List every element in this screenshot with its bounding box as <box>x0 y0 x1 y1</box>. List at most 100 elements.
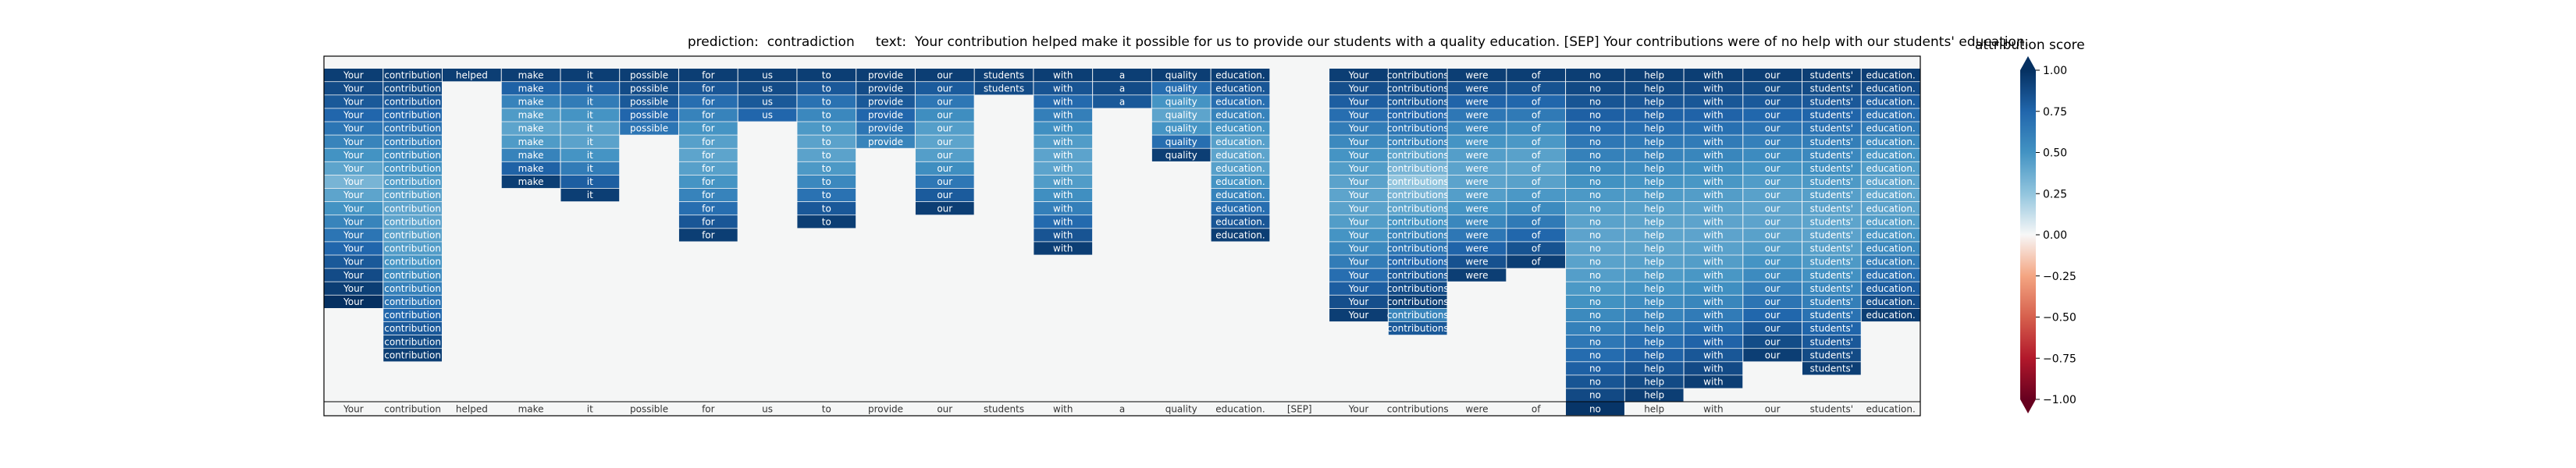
heatmap-cell <box>678 202 738 215</box>
cell-label: no <box>1589 310 1601 321</box>
heatmap-cell <box>738 69 797 82</box>
cell-label: contributions <box>1387 216 1449 227</box>
heatmap-cell <box>1034 215 1093 229</box>
cell-label: Your <box>343 69 364 80</box>
heatmap-cell <box>1388 122 1447 135</box>
cell-label: contribution <box>384 230 441 241</box>
heatmap-cell <box>324 188 383 202</box>
heatmap-cell <box>797 122 856 135</box>
cell-label: contributions <box>1387 69 1449 80</box>
cell-label: with <box>1703 176 1723 187</box>
cell-label: Your <box>343 283 364 294</box>
cell-label: Your <box>343 163 364 174</box>
heatmap-cell <box>1034 202 1093 215</box>
token-tick-label: education. <box>1866 403 1915 414</box>
cell-label: with <box>1053 83 1073 94</box>
heatmap-cell <box>1802 188 1861 202</box>
heatmap-cell <box>501 122 560 135</box>
heatmap-cell <box>560 82 620 95</box>
cell-label: it <box>587 136 593 147</box>
cell-label: contribution <box>384 110 441 121</box>
heatmap-cell <box>324 282 383 295</box>
cell-label: Your <box>343 230 364 241</box>
cell-label: Your <box>343 97 364 108</box>
cell-label: make <box>518 83 544 94</box>
heatmap-cell <box>1624 202 1684 215</box>
heatmap-cell <box>1566 321 1624 335</box>
cell-label: of <box>1532 136 1541 147</box>
heatmap-cell <box>1861 135 1920 148</box>
heatmap-cell <box>383 108 442 122</box>
text-value: Your contribution helped make it possibl… <box>914 34 2030 50</box>
cell-label: Your <box>343 270 364 281</box>
heatmap-cell <box>560 148 620 161</box>
cell-label: contributions <box>1387 110 1449 121</box>
cell-label: students' <box>1810 150 1853 161</box>
heatmap-cell <box>1447 242 1507 255</box>
heatmap-cell <box>1329 268 1388 282</box>
cell-label: no <box>1589 150 1601 161</box>
cell-label: possible <box>630 69 668 80</box>
heatmap-cell <box>383 69 442 82</box>
heatmap-cell <box>1802 308 1861 322</box>
cell-label: education. <box>1866 83 1915 94</box>
heatmap-cell <box>1329 135 1388 148</box>
cell-label: Your <box>1348 283 1369 294</box>
cell-label: education. <box>1866 136 1915 147</box>
colorbar-tick-label: 0.25 <box>2043 188 2067 200</box>
cell-label: of <box>1532 216 1541 227</box>
heatmap-cell <box>1743 161 1802 175</box>
cell-label: no <box>1589 136 1601 147</box>
heatmap-cell <box>856 122 915 135</box>
cell-label: education. <box>1866 230 1915 241</box>
heatmap-cell <box>383 188 442 202</box>
heatmap-cell <box>1034 175 1093 189</box>
heatmap-cell <box>1624 295 1684 308</box>
heatmap-cell <box>1684 161 1743 175</box>
cell-label: education. <box>1866 243 1915 254</box>
cell-label: students <box>984 83 1024 94</box>
cell-label: help <box>1644 377 1664 388</box>
heatmap-cell <box>1151 148 1211 161</box>
cell-label: quality <box>1165 83 1197 94</box>
heatmap-cell <box>324 69 383 82</box>
heatmap-cell <box>678 108 738 122</box>
heatmap-frame <box>323 55 1921 417</box>
cell-label: of <box>1532 83 1541 94</box>
cell-label: Your <box>1348 97 1369 108</box>
cell-label: with <box>1703 243 1723 254</box>
cell-label: contribution <box>384 310 441 321</box>
colorbar-gradient <box>2020 70 2036 399</box>
cell-label: help <box>1644 283 1664 294</box>
heatmap-cell <box>1861 308 1920 322</box>
cell-label: no <box>1589 377 1601 388</box>
cell-label: students' <box>1810 323 1853 334</box>
heatmap-cell <box>1684 335 1743 349</box>
heatmap-cell <box>1329 148 1388 161</box>
cell-label: make <box>518 69 544 80</box>
heatmap-cell <box>1624 69 1684 82</box>
heatmap-cell <box>620 122 678 135</box>
heatmap-cell <box>1684 321 1743 335</box>
cell-label: with <box>1703 163 1723 174</box>
heatmap-cell <box>560 95 620 108</box>
heatmap-cell <box>1861 229 1920 242</box>
cell-label: students' <box>1810 69 1853 80</box>
heatmap-cell <box>1624 108 1684 122</box>
heatmap-cell <box>856 69 915 82</box>
cell-label: Your <box>1348 176 1369 187</box>
cell-label: make <box>518 136 544 147</box>
cell-label: us <box>762 69 773 80</box>
cell-label: Your <box>343 150 364 161</box>
cell-label: no <box>1589 97 1601 108</box>
cell-label: our <box>937 176 952 187</box>
cell-label: education. <box>1866 310 1915 321</box>
heatmap-cell <box>1093 95 1151 108</box>
heatmap-cell <box>1624 321 1684 335</box>
cell-label: help <box>1644 363 1664 374</box>
cell-label: for <box>702 163 715 174</box>
cell-label: Your <box>1348 270 1369 281</box>
cell-label: Your <box>343 136 364 147</box>
cell-label: with <box>1053 216 1073 227</box>
heatmap-cell <box>1507 82 1566 95</box>
